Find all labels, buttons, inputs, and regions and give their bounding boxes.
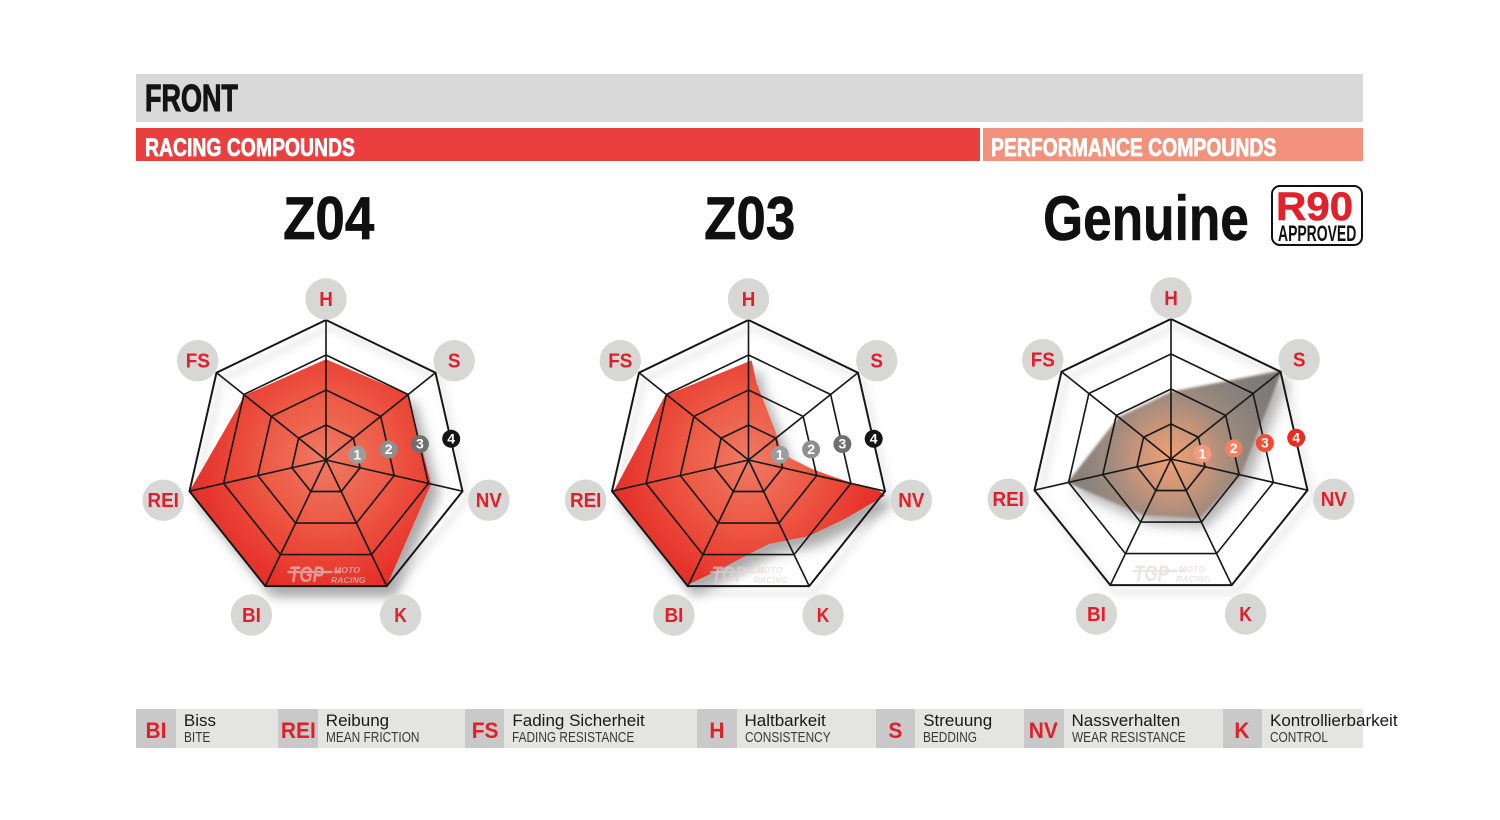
svg-text:REI: REI [148,489,179,512]
svg-text:1: 1 [353,446,361,462]
svg-text:BI: BI [242,604,261,627]
svg-text:K: K [1239,603,1252,626]
svg-text:MOTO: MOTO [1179,564,1205,574]
svg-text:TGP: TGP [712,562,747,587]
svg-text:K: K [394,604,407,627]
svg-text:NV: NV [1321,488,1347,511]
svg-text:S: S [870,350,883,373]
svg-text:BI: BI [1087,603,1106,626]
svg-text:FS: FS [186,350,210,373]
svg-text:3: 3 [416,436,424,452]
svg-text:NV: NV [898,489,924,512]
svg-text:RACING: RACING [754,575,789,585]
svg-text:MOTO: MOTO [757,565,783,575]
svg-text:REI: REI [570,489,601,512]
svg-text:TGP: TGP [1134,561,1169,586]
svg-text:1: 1 [1198,445,1206,461]
svg-text:H: H [1164,287,1178,310]
svg-text:FS: FS [1031,349,1055,372]
svg-text:RACING: RACING [1176,574,1211,584]
svg-text:3: 3 [839,436,847,452]
svg-text:1: 1 [776,446,784,462]
svg-text:S: S [1293,349,1306,372]
svg-text:RACING: RACING [331,575,366,585]
svg-text:FS: FS [608,350,632,373]
svg-text:4: 4 [1292,429,1300,445]
svg-text:4: 4 [870,430,878,446]
svg-text:REI: REI [993,488,1024,511]
svg-text:TGP: TGP [289,562,324,587]
svg-text:H: H [742,288,756,311]
svg-text:2: 2 [1230,440,1238,456]
svg-text:S: S [448,350,461,373]
svg-text:2: 2 [807,441,815,457]
svg-text:MOTO: MOTO [334,565,360,575]
svg-text:4: 4 [447,430,455,446]
svg-text:BI: BI [664,604,683,627]
svg-text:H: H [319,288,333,311]
svg-text:2: 2 [385,441,393,457]
svg-text:K: K [817,604,830,627]
svg-text:3: 3 [1261,435,1269,451]
svg-text:NV: NV [476,489,502,512]
